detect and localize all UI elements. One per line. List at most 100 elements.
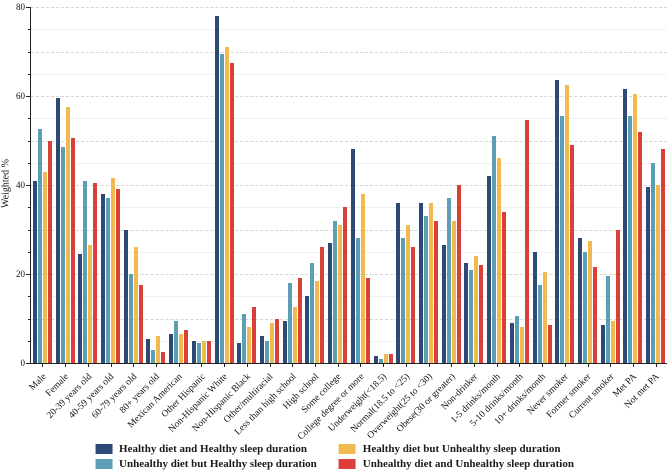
- bar: [350, 149, 355, 363]
- bar: [651, 162, 656, 363]
- legend-item: Healthy diet but Unhealthy sleep duratio…: [338, 443, 574, 455]
- bar: [201, 340, 206, 363]
- y-tick: [28, 340, 31, 342]
- x-tick-label: Other/multiracial: [222, 372, 276, 426]
- y-tick: [28, 207, 31, 209]
- bar: [646, 187, 651, 363]
- bar: [623, 89, 628, 363]
- bar: [191, 340, 196, 363]
- y-tick: [26, 185, 31, 186]
- bar: [206, 340, 211, 363]
- bar: [582, 251, 587, 363]
- y-tick-label: 80: [16, 2, 25, 12]
- bar: [360, 193, 365, 363]
- bar: [37, 129, 42, 363]
- bar: [282, 320, 287, 363]
- bar: [605, 276, 610, 363]
- y-tick: [28, 296, 31, 298]
- bar: [542, 271, 547, 363]
- legend-label: Unhealthy diet but Healthy sleep duratio…: [119, 458, 317, 470]
- x-tick-label: Not met PA: [623, 372, 662, 411]
- x-tick: [155, 363, 157, 367]
- bar: [224, 47, 229, 363]
- bar-group: [213, 7, 236, 363]
- x-tick: [87, 363, 89, 367]
- bar: [146, 338, 151, 363]
- bar: [560, 116, 565, 363]
- bar: [555, 80, 560, 363]
- bar: [411, 247, 416, 363]
- bar: [174, 320, 179, 363]
- y-tick: [28, 140, 31, 142]
- x-tick: [201, 363, 203, 367]
- y-tick: [28, 251, 31, 253]
- bar: [287, 282, 292, 363]
- x-tick-label: Met PA: [611, 372, 640, 400]
- bar: [592, 267, 597, 363]
- bar: [214, 15, 219, 363]
- x-tick: [314, 363, 316, 367]
- bar: [396, 202, 401, 363]
- x-tick: [269, 363, 271, 367]
- x-tick: [292, 363, 294, 367]
- bar: [310, 262, 315, 363]
- bar: [338, 225, 343, 363]
- bar: [333, 220, 338, 363]
- bar: [428, 202, 433, 363]
- bar: [55, 98, 60, 363]
- legend-label: Healthy diet but Unhealthy sleep duratio…: [362, 443, 561, 455]
- bar: [320, 247, 325, 363]
- bar: [237, 342, 242, 363]
- bar: [161, 351, 166, 363]
- x-tick-label: Male: [27, 372, 49, 393]
- bar: [274, 318, 279, 363]
- x-tick-label: Less than high school: [232, 372, 299, 438]
- x-tick: [110, 363, 112, 367]
- x-tick-label: Obese(30 or greater): [394, 372, 458, 435]
- bar: [184, 329, 189, 363]
- legend-item: Healthy diet and Healthy sleep duration: [95, 443, 317, 455]
- bar-group: [145, 7, 168, 363]
- x-tick: [65, 363, 67, 367]
- bar: [492, 136, 497, 363]
- bar: [577, 238, 582, 363]
- bar: [514, 316, 519, 363]
- bar: [292, 307, 297, 363]
- plot-area: 0 20 40 60 80: [16, 2, 667, 368]
- bar: [401, 238, 406, 363]
- bar-group: [235, 7, 258, 363]
- bar: [60, 147, 65, 363]
- x-tick-label: Non-drinker: [439, 372, 481, 413]
- bar-group: [31, 7, 54, 363]
- bar: [47, 140, 52, 363]
- y-tick: [26, 363, 31, 364]
- x-tick: [246, 363, 248, 367]
- bar-group: [599, 7, 622, 363]
- x-tick-label: College degree or more: [296, 372, 367, 443]
- bar: [264, 340, 269, 363]
- x-tick: [610, 363, 612, 367]
- bar: [32, 180, 37, 363]
- y-tick: [28, 318, 31, 320]
- bar: [532, 251, 537, 363]
- y-tick: [28, 162, 31, 164]
- bar: [661, 149, 666, 363]
- bar: [65, 107, 70, 363]
- x-tick: [655, 363, 657, 367]
- x-tick: [337, 363, 339, 367]
- bar: [88, 245, 93, 363]
- bar: [115, 189, 120, 363]
- y-tick-label: 20: [16, 269, 25, 279]
- y-tick: [26, 7, 31, 8]
- x-tick: [178, 363, 180, 367]
- bar: [433, 220, 438, 363]
- bar-group: [622, 7, 645, 363]
- y-tick: [26, 96, 31, 97]
- bar: [179, 334, 184, 363]
- legend-label: Unhealthy diet and Unhealthy sleep durat…: [362, 458, 574, 470]
- y-tick: [28, 29, 31, 31]
- x-tick-label: Some college: [300, 372, 344, 416]
- y-tick-label: 0: [20, 358, 26, 368]
- y-tick: [28, 73, 31, 75]
